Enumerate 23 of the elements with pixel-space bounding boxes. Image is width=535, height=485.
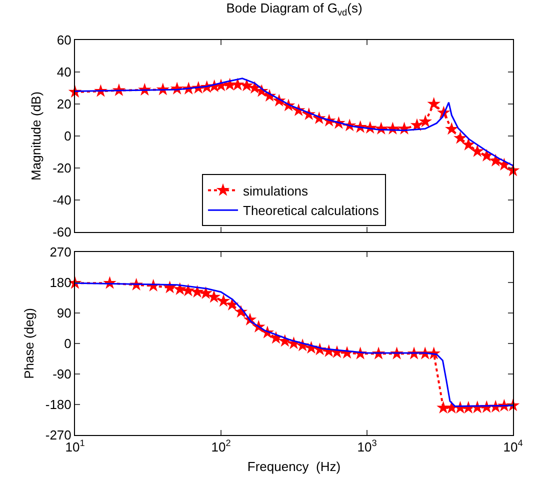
y-tick-label: -90 [52, 366, 72, 382]
y-tick-label: 90 [56, 306, 72, 321]
y-axis-title: Phase (deg) [21, 308, 36, 379]
y-tick-label: -60 [52, 224, 72, 240]
x-tick-label: 10$^{2}$ [211, 438, 231, 455]
y-tick-label: -180 [45, 397, 72, 412]
y-tick-label: 40 [56, 64, 72, 80]
x-tick-label: 10$^{4}$ [503, 438, 523, 455]
y-tick-label: 60 [56, 32, 72, 48]
y-tick-label: 0 [64, 336, 72, 352]
y-tick-label: -270 [45, 428, 72, 443]
x-tick-label: 10$^{3}$ [357, 438, 377, 455]
y-tick-label: 180 [50, 275, 72, 290]
y-axis-title: Magnitude (dB) [28, 92, 44, 180]
legend-label: Theoretical calculations [243, 203, 380, 218]
y-tick-label: 270 [50, 244, 72, 260]
y-tick-label: 0 [64, 128, 72, 144]
y-tick-label: 20 [56, 96, 72, 112]
legend-label: simulations [243, 183, 309, 198]
y-tick-label: -20 [52, 160, 72, 176]
y-tick-label: -40 [52, 192, 72, 208]
chart-title: Bode Diagram of G$_{vd}$(s) [226, 0, 362, 18]
x-axis-title: Frequency (Hz) [247, 459, 341, 474]
